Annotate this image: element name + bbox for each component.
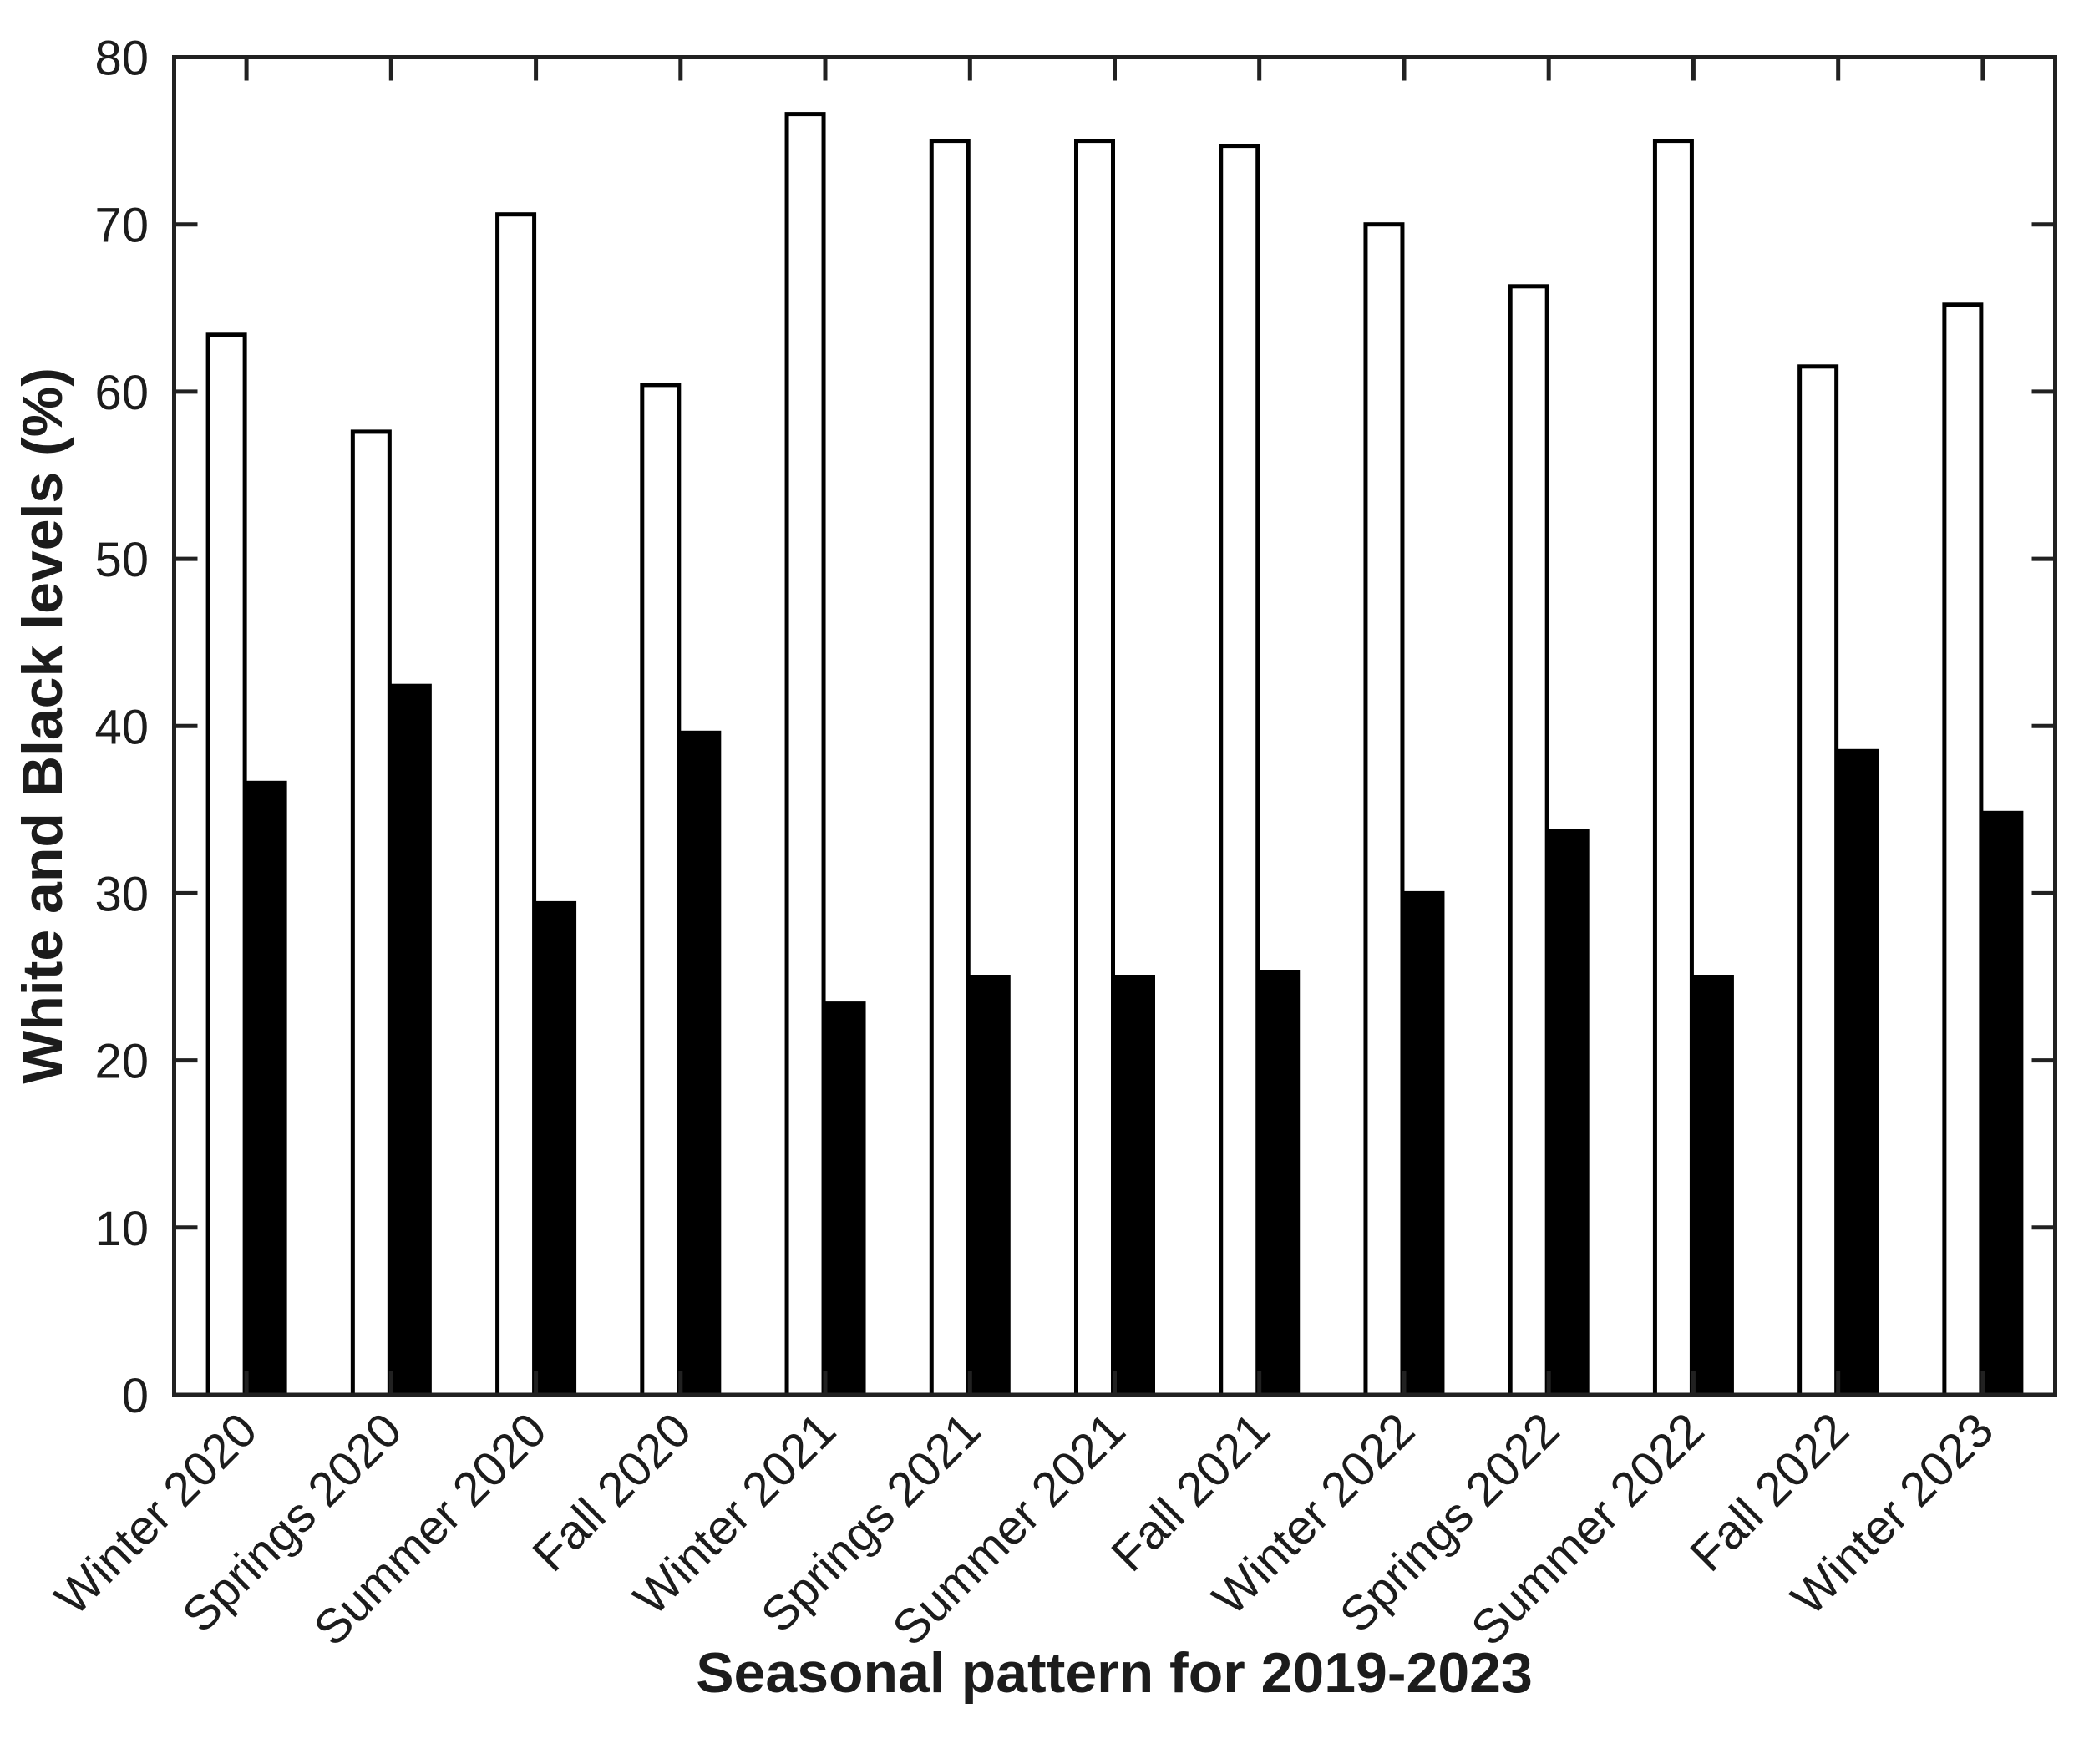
y-tick-label: 70 (94, 199, 149, 253)
bar-black-8 (1403, 890, 1445, 1397)
bar-white-5 (929, 139, 971, 1397)
bar-black-3 (680, 730, 722, 1397)
bar-black-6 (1114, 975, 1155, 1397)
y-tick-label: 0 (122, 1369, 149, 1423)
bar-black-4 (824, 1001, 866, 1397)
bar-white-4 (784, 112, 826, 1397)
y-tick-label: 80 (94, 32, 149, 86)
y-tick-label: 20 (94, 1035, 149, 1089)
bar-black-12 (1982, 810, 2024, 1397)
bar-white-0 (205, 332, 247, 1397)
y-tick-label: 10 (94, 1202, 149, 1256)
bar-black-2 (535, 900, 577, 1397)
y-tick-label: 50 (94, 533, 149, 587)
x-axis-title: Seasonal pattern for 2019-2023 (696, 1641, 1533, 1705)
bar-white-6 (1074, 139, 1115, 1397)
y-tick-label: 40 (94, 700, 149, 754)
bar-white-9 (1508, 284, 1549, 1397)
bar-white-1 (350, 429, 392, 1397)
bar-black-1 (390, 683, 432, 1397)
bar-white-12 (1942, 302, 1984, 1397)
bar-white-7 (1219, 144, 1260, 1397)
bar-black-9 (1548, 829, 1590, 1397)
y-tick-label: 60 (94, 366, 149, 420)
bar-black-10 (1692, 975, 1734, 1397)
y-tick-label: 30 (94, 867, 149, 921)
bar-white-2 (495, 212, 537, 1397)
y-axis-title: White and Black levels (%) (11, 368, 74, 1084)
bar-black-11 (1838, 748, 1879, 1397)
bar-white-3 (640, 383, 682, 1397)
bar-white-11 (1797, 364, 1839, 1397)
bar-black-7 (1259, 970, 1301, 1397)
bar-white-8 (1363, 222, 1405, 1397)
bar-white-10 (1652, 139, 1694, 1397)
bar-black-0 (246, 780, 287, 1397)
axes-box (172, 55, 2057, 1397)
bar-black-5 (969, 975, 1011, 1397)
